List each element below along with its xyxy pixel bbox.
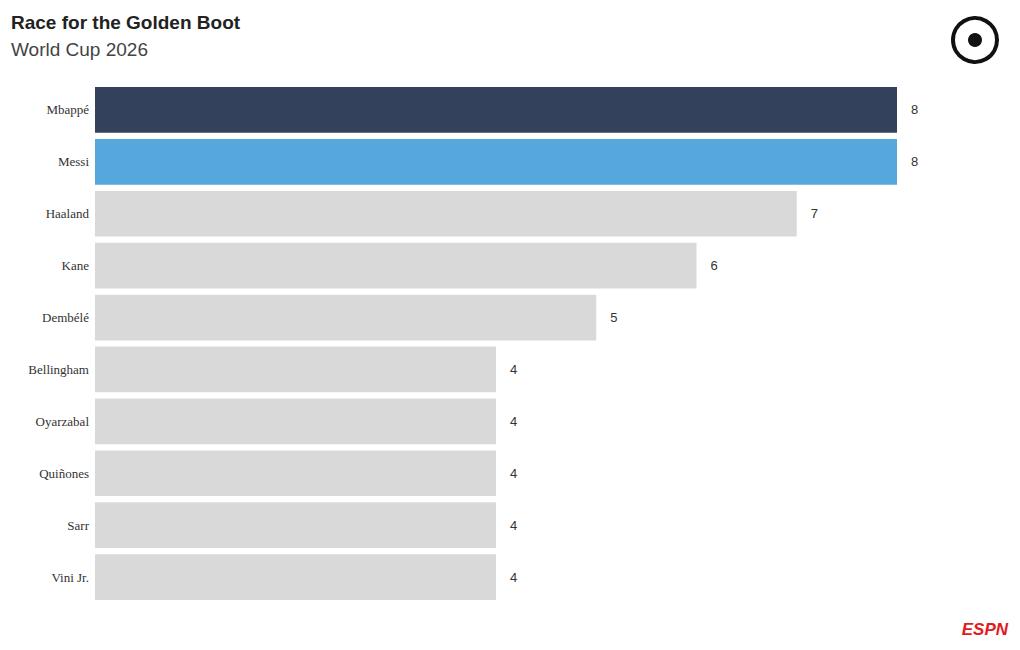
svg-text:Bellingham: Bellingham bbox=[28, 362, 89, 377]
svg-text:Haaland: Haaland bbox=[46, 206, 90, 221]
svg-text:4: 4 bbox=[510, 570, 517, 585]
svg-text:Kane: Kane bbox=[62, 258, 90, 273]
svg-text:7: 7 bbox=[811, 206, 818, 221]
svg-text:Vini Jr.: Vini Jr. bbox=[51, 570, 89, 585]
svg-text:4: 4 bbox=[510, 518, 517, 533]
svg-text:6: 6 bbox=[711, 258, 718, 273]
svg-text:Oyarzabal: Oyarzabal bbox=[36, 414, 90, 429]
svg-text:8: 8 bbox=[911, 102, 918, 117]
svg-text:World Cup 2026: World Cup 2026 bbox=[11, 39, 148, 60]
svg-text:4: 4 bbox=[510, 362, 517, 377]
svg-text:Quiñones: Quiñones bbox=[39, 466, 89, 481]
svg-text:8: 8 bbox=[911, 154, 918, 169]
svg-text:ESPN: ESPN bbox=[962, 620, 1009, 639]
svg-text:Mbappé: Mbappé bbox=[46, 102, 89, 117]
svg-text:Dembélé: Dembélé bbox=[42, 310, 89, 325]
svg-text:4: 4 bbox=[510, 414, 517, 429]
svg-text:4: 4 bbox=[510, 466, 517, 481]
svg-text:Messi: Messi bbox=[58, 154, 89, 169]
svg-text:5: 5 bbox=[610, 310, 617, 325]
svg-text:Race for the Golden Boot: Race for the Golden Boot bbox=[11, 12, 241, 33]
svg-text:Sarr: Sarr bbox=[67, 518, 89, 533]
